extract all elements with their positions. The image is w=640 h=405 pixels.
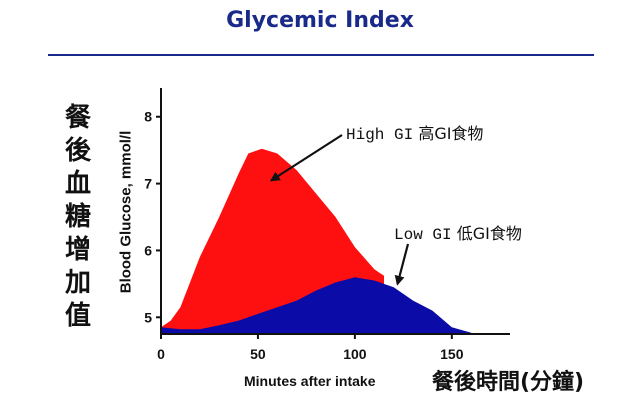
- axes-layer: 5 6 7 8 0 50 100 150: [144, 88, 510, 362]
- low-gi-arrow: [394, 243, 410, 286]
- high-gi-label-cjk: 高GI食物: [418, 124, 484, 143]
- low-gi-label: Low GI: [394, 226, 452, 244]
- x-tick-label: 0: [157, 346, 165, 362]
- y-axis-label: Blood Glucose, mmol/l: [117, 130, 135, 294]
- high-gi-arrow: [269, 134, 343, 182]
- title-divider: [48, 54, 594, 56]
- y-axis-label-cjk: 餐後血糖增加值: [64, 103, 91, 331]
- y-tick-label: 5: [144, 309, 152, 325]
- y-tick-label: 7: [144, 176, 152, 192]
- x-axis-label: Minutes after intake: [244, 373, 376, 389]
- arrows-layer: [269, 134, 410, 286]
- areas-layer: [161, 148, 472, 334]
- high-gi-annotation: High GI 高GI食物: [346, 120, 483, 144]
- x-tick-label: 50: [250, 346, 266, 362]
- page-title: Glycemic Index: [226, 8, 414, 33]
- low-gi-area: [161, 277, 472, 334]
- y-tick-label: 8: [144, 109, 152, 125]
- x-axis-label-cjk: 餐後時間(分鐘): [432, 370, 585, 395]
- high-gi-label: High GI: [346, 126, 414, 144]
- x-tick-label: 100: [343, 346, 367, 362]
- x-tick-label: 150: [440, 346, 464, 362]
- low-gi-label-cjk: 低GI食物: [456, 224, 522, 243]
- low-gi-annotation: Low GI 低GI食物: [394, 220, 522, 244]
- y-tick-label: 6: [144, 242, 152, 258]
